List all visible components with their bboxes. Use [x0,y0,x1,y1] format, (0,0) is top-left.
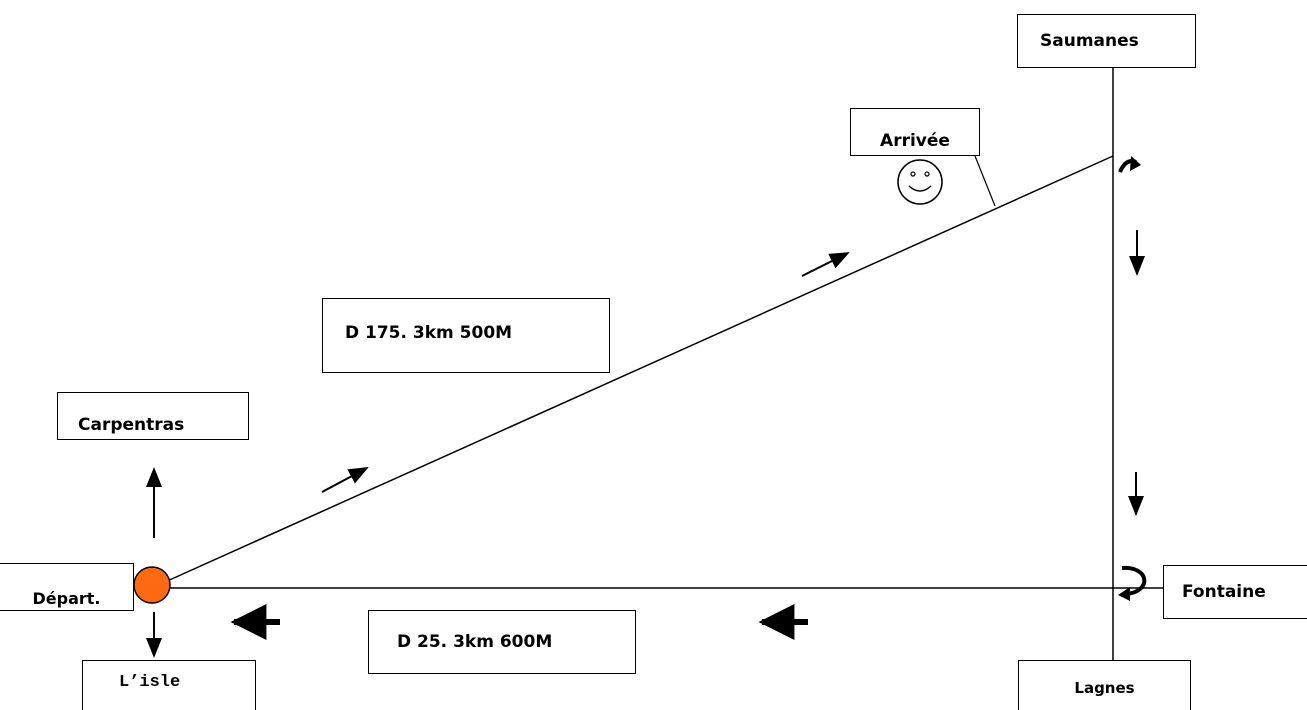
lisle-text: L’isle [119,673,181,692]
start-marker [133,566,171,604]
lagnes-text: Lagnes [1074,679,1135,697]
direction-arrow-icon [801,252,850,277]
arrivee-pointer-line [974,155,996,207]
saumanes-text: Saumanes [1040,31,1139,51]
turn-right-arrow-icon [1118,156,1141,173]
label-saumanes: Saumanes [1017,14,1196,68]
label-lisle: L’isle [82,660,256,710]
d25-text: D 25. 3km 600M [397,632,553,652]
u-turn-arrow-icon [1118,565,1147,601]
label-lagnes: Lagnes [1018,660,1191,710]
smiley-face-icon [897,159,943,205]
label-d175: D 175. 3km 500M [322,298,610,373]
label-arrivee: Arrivée [850,108,980,156]
label-d25: D 25. 3km 600M [368,610,636,674]
fontaine-text: Fontaine [1182,582,1266,602]
label-depart: Départ. [0,563,134,611]
carpentras-text: Carpentras [78,415,185,435]
direction-arrow-icon [321,467,369,493]
arrivee-text: Arrivée [880,131,950,151]
road-d175 [164,155,1114,583]
depart-text: Départ. [32,589,101,608]
label-fontaine: Fontaine [1163,565,1307,619]
label-carpentras: Carpentras [57,392,249,440]
d175-text: D 175. 3km 500M [345,323,513,343]
